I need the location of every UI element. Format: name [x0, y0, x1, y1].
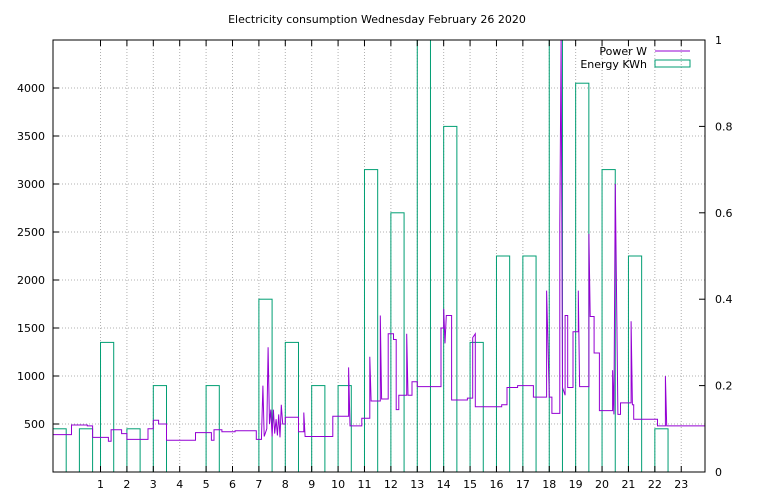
x-tick-label: 21 [621, 478, 635, 491]
y2-tick-label: 1 [715, 34, 722, 47]
y2-axis-ticks: 0 0.2 0.4 0.6 0.8 1 [699, 34, 733, 479]
energy-bar [152, 385, 168, 473]
legend: Power W Energy KWh [580, 45, 691, 71]
y-tick-label: 3500 [17, 130, 45, 143]
legend-label-energy: Energy KWh [580, 58, 647, 71]
energy-bar [495, 255, 511, 473]
energy-bar [311, 385, 326, 473]
x-tick-label: 16 [489, 478, 503, 491]
x-tick-label: 17 [516, 478, 530, 491]
x-tick-label: 12 [384, 478, 398, 491]
chart-title: Electricity consumption Wednesday Februa… [228, 13, 526, 26]
energy-bar [390, 212, 405, 473]
energy-bar [126, 428, 141, 473]
x-tick-label: 11 [357, 478, 371, 491]
x-tick-label: 20 [595, 478, 609, 491]
y-tick-label: 1000 [17, 370, 45, 383]
energy-bar [205, 385, 220, 473]
x-tick-label: 6 [229, 478, 236, 491]
x-tick-label: 3 [150, 478, 157, 491]
y2-tick-label: 0.2 [715, 380, 733, 393]
energy-bar [416, 39, 431, 473]
y2-tick-label: 0.4 [715, 293, 733, 306]
y-tick-label: 4000 [17, 82, 45, 95]
energy-bar [78, 428, 94, 473]
legend-swatch-energy [654, 59, 691, 68]
y-tick-label: 2000 [17, 274, 45, 287]
x-tick-label: 2 [123, 478, 130, 491]
power-line [53, 39, 705, 442]
energy-bar [284, 341, 299, 473]
x-tick-label: 9 [308, 478, 315, 491]
energy-bar [654, 428, 669, 473]
x-tick-label: 13 [410, 478, 424, 491]
legend-label-power: Power W [599, 45, 647, 58]
x-tick-label: 22 [648, 478, 662, 491]
x-tick-label: 8 [282, 478, 289, 491]
energy-bar [100, 341, 115, 473]
x-tick-label: 4 [176, 478, 183, 491]
x-tick-label: 18 [542, 478, 556, 491]
energy-bar [522, 255, 537, 473]
x-tick-label: 5 [203, 478, 210, 491]
x-tick-label: 14 [437, 478, 451, 491]
y2-tick-label: 0.8 [715, 120, 733, 133]
y-axis-ticks: 500 1000 1500 2000 2500 3000 3500 4000 [17, 82, 59, 431]
energy-bars [52, 39, 669, 473]
y-tick-label: 3000 [17, 178, 45, 191]
y-tick-label: 1500 [17, 322, 45, 335]
y2-tick-label: 0.6 [715, 207, 733, 220]
x-tick-label: 1 [97, 478, 104, 491]
grid [53, 40, 705, 472]
energy-bar [627, 255, 643, 473]
plot-frame [52, 39, 706, 473]
y-tick-label: 500 [24, 418, 45, 431]
energy-bar [52, 428, 67, 473]
x-tick-label: 23 [674, 478, 688, 491]
energy-bar [575, 82, 590, 473]
x-tick-label: 15 [463, 478, 477, 491]
y-tick-label: 2500 [17, 226, 45, 239]
x-tick-label: 7 [255, 478, 262, 491]
energy-bar [601, 169, 616, 473]
energy-bar [258, 298, 273, 473]
y2-tick-label: 0 [715, 466, 722, 479]
energy-bar [363, 169, 379, 473]
x-axis-ticks: 1 2 3 4 5 6 7 8 9 10 11 12 13 14 15 16 17 18 19 20 21 22 23 [97, 40, 688, 491]
energy-bar [443, 125, 458, 473]
x-tick-label: 10 [331, 478, 345, 491]
x-tick-label: 19 [569, 478, 583, 491]
